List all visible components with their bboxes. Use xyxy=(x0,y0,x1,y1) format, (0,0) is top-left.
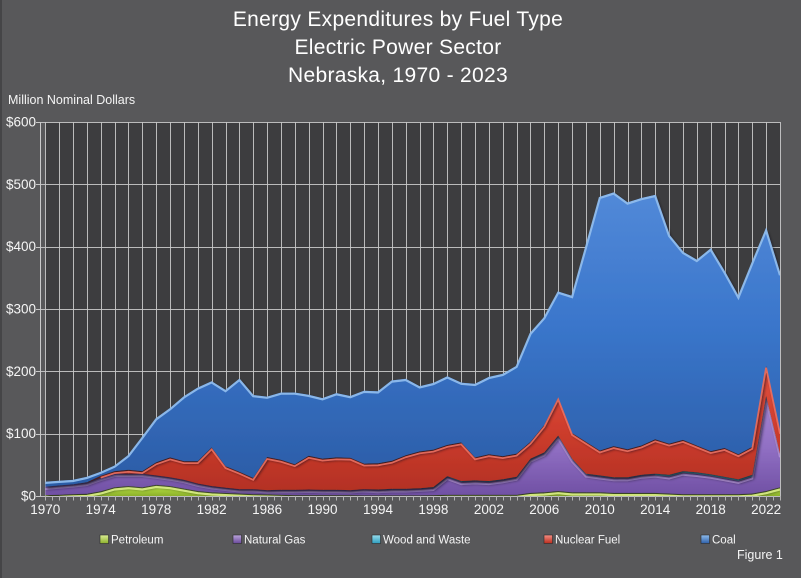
svg-text:2002: 2002 xyxy=(474,502,504,517)
svg-text:$300: $300 xyxy=(6,302,36,317)
svg-text:Nuclear Fuel: Nuclear Fuel xyxy=(555,535,620,547)
svg-text:1982: 1982 xyxy=(197,502,227,517)
svg-text:1994: 1994 xyxy=(363,502,394,517)
svg-text:1978: 1978 xyxy=(141,502,171,517)
svg-text:$600: $600 xyxy=(6,115,36,130)
svg-text:$500: $500 xyxy=(6,177,36,192)
svg-text:2014: 2014 xyxy=(640,502,671,517)
svg-text:1970: 1970 xyxy=(30,502,60,517)
svg-text:$0: $0 xyxy=(21,489,36,504)
svg-text:2022: 2022 xyxy=(751,502,781,517)
svg-text:Natural Gas: Natural Gas xyxy=(244,535,306,547)
svg-text:2006: 2006 xyxy=(529,502,559,517)
svg-text:Coal: Coal xyxy=(712,535,736,547)
svg-text:2018: 2018 xyxy=(696,502,726,517)
svg-text:2010: 2010 xyxy=(585,502,615,517)
svg-text:1974: 1974 xyxy=(86,502,117,517)
svg-text:Petroleum: Petroleum xyxy=(111,535,163,547)
svg-text:$200: $200 xyxy=(6,364,36,379)
svg-text:1986: 1986 xyxy=(252,502,282,517)
svg-text:1990: 1990 xyxy=(307,502,337,517)
svg-text:1998: 1998 xyxy=(418,502,448,517)
svg-text:Wood and Waste: Wood and Waste xyxy=(383,535,471,547)
svg-text:$100: $100 xyxy=(6,426,36,441)
svg-text:$400: $400 xyxy=(6,239,36,254)
